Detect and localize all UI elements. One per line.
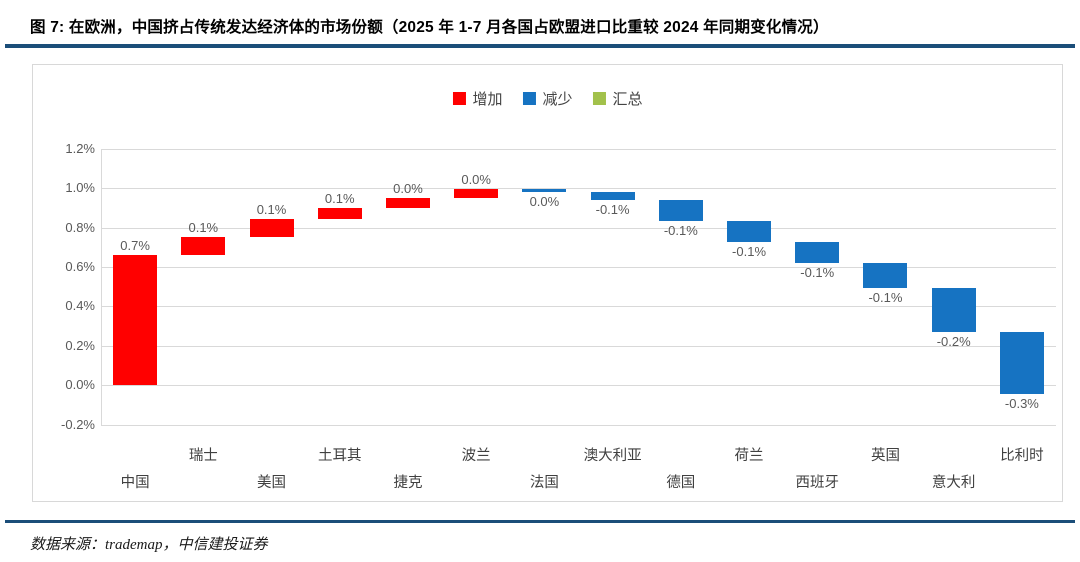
decrease-swatch-icon bbox=[522, 92, 536, 105]
bar-value-label: 0.0% bbox=[461, 172, 491, 188]
x-axis-label: 捷克 bbox=[393, 475, 423, 491]
bar-value-label: 0.1% bbox=[188, 219, 219, 235]
gridline bbox=[101, 227, 1056, 229]
legend-item-decrease: 减少 bbox=[522, 88, 573, 109]
bar-value-label: 0.1% bbox=[256, 201, 287, 217]
bar-value-label: 0.0% bbox=[393, 181, 423, 197]
bar-value-label: -0.1% bbox=[595, 201, 630, 217]
x-axis-label: 澳大利亚 bbox=[583, 448, 642, 464]
x-axis-label: 德国 bbox=[666, 475, 696, 491]
chart-container: 增加 减少 汇总 1.2% 1.0% 0.8% 0.6% 0.4% 0.2% 0.0% -0.… bbox=[32, 64, 1063, 502]
x-axis-label: 瑞士 bbox=[188, 448, 218, 464]
waterfall-bar-decrease bbox=[863, 262, 908, 288]
waterfall-bar-decrease bbox=[931, 287, 976, 332]
footer-divider bbox=[5, 520, 1075, 523]
gridline bbox=[101, 424, 1056, 426]
gridline bbox=[101, 149, 1056, 150]
total-swatch-icon bbox=[592, 92, 606, 105]
x-axis-label: 美国 bbox=[257, 475, 287, 491]
x-axis-label: 波兰 bbox=[461, 448, 491, 464]
legend-label: 减少 bbox=[542, 91, 573, 108]
gridline bbox=[101, 188, 1056, 190]
bar-value-label: -0.2% bbox=[936, 333, 971, 349]
legend-label: 汇总 bbox=[612, 91, 643, 108]
bar-value-label: 0.1% bbox=[324, 191, 355, 207]
increase-swatch-icon bbox=[452, 92, 466, 105]
y-axis-tick: 1.2% bbox=[65, 141, 95, 156]
x-axis-label: 法国 bbox=[529, 475, 559, 491]
bar-value-label: -0.1% bbox=[868, 289, 903, 305]
x-axis-label: 意大利 bbox=[931, 475, 976, 491]
gridline bbox=[101, 345, 1056, 347]
title-divider bbox=[5, 44, 1075, 48]
waterfall-bar-decrease bbox=[590, 191, 635, 200]
waterfall-bar-increase bbox=[113, 255, 158, 386]
legend-item-total: 汇总 bbox=[592, 88, 643, 109]
waterfall-bar-decrease bbox=[727, 220, 772, 242]
y-axis-tick: 0.2% bbox=[65, 337, 95, 353]
bar-value-label: -0.1% bbox=[800, 264, 835, 280]
gridline bbox=[101, 306, 1056, 308]
x-axis-label: 比利时 bbox=[1000, 448, 1044, 464]
y-axis-tick: -0.2% bbox=[61, 416, 95, 432]
chart-legend: 增加 减少 汇总 bbox=[452, 88, 643, 109]
legend-item-increase: 增加 bbox=[452, 88, 502, 109]
gridline bbox=[101, 267, 1056, 269]
bar-value-label: 0.0% bbox=[529, 193, 560, 209]
x-axis-label: 中国 bbox=[120, 475, 150, 491]
x-axis-label: 荷兰 bbox=[734, 448, 764, 464]
x-axis-label: 土耳其 bbox=[318, 448, 362, 464]
legend-label: 增加 bbox=[472, 91, 503, 108]
waterfall-bar-increase bbox=[249, 218, 294, 237]
waterfall-bar-increase bbox=[385, 198, 430, 209]
waterfall-bar-increase bbox=[454, 189, 499, 199]
waterfall-bar-decrease bbox=[658, 199, 703, 221]
y-axis-tick: 0.6% bbox=[65, 259, 95, 275]
waterfall-bar-decrease bbox=[999, 331, 1044, 394]
waterfall-bar-increase bbox=[317, 208, 362, 219]
bar-value-label: -0.1% bbox=[732, 243, 767, 259]
bar-value-label: -0.3% bbox=[1004, 395, 1039, 411]
x-axis-label: 英国 bbox=[870, 448, 900, 464]
gridline bbox=[101, 385, 1056, 387]
y-axis-tick: 0.4% bbox=[65, 298, 95, 314]
bar-value-label: 0.7% bbox=[120, 238, 150, 254]
waterfall-bar-decrease bbox=[795, 241, 840, 263]
data-source: 数据来源：trademap，中信建投证券 bbox=[30, 537, 268, 553]
x-axis-label: 西班牙 bbox=[795, 475, 840, 491]
plot-area bbox=[101, 149, 1056, 426]
waterfall-bar-increase bbox=[181, 236, 226, 256]
y-axis-tick: 1.0% bbox=[65, 180, 95, 196]
y-axis-tick: 0.0% bbox=[65, 377, 95, 393]
waterfall-bar-decrease bbox=[522, 189, 567, 192]
y-axis-tick: 0.8% bbox=[65, 219, 95, 235]
bar-value-label: -0.1% bbox=[663, 222, 698, 238]
y-axis-line bbox=[101, 149, 102, 425]
figure-title: 图 7: 在欧洲，中国挤占传统发达经济体的市场份额（2025 年 1-7 月各国… bbox=[30, 19, 829, 36]
